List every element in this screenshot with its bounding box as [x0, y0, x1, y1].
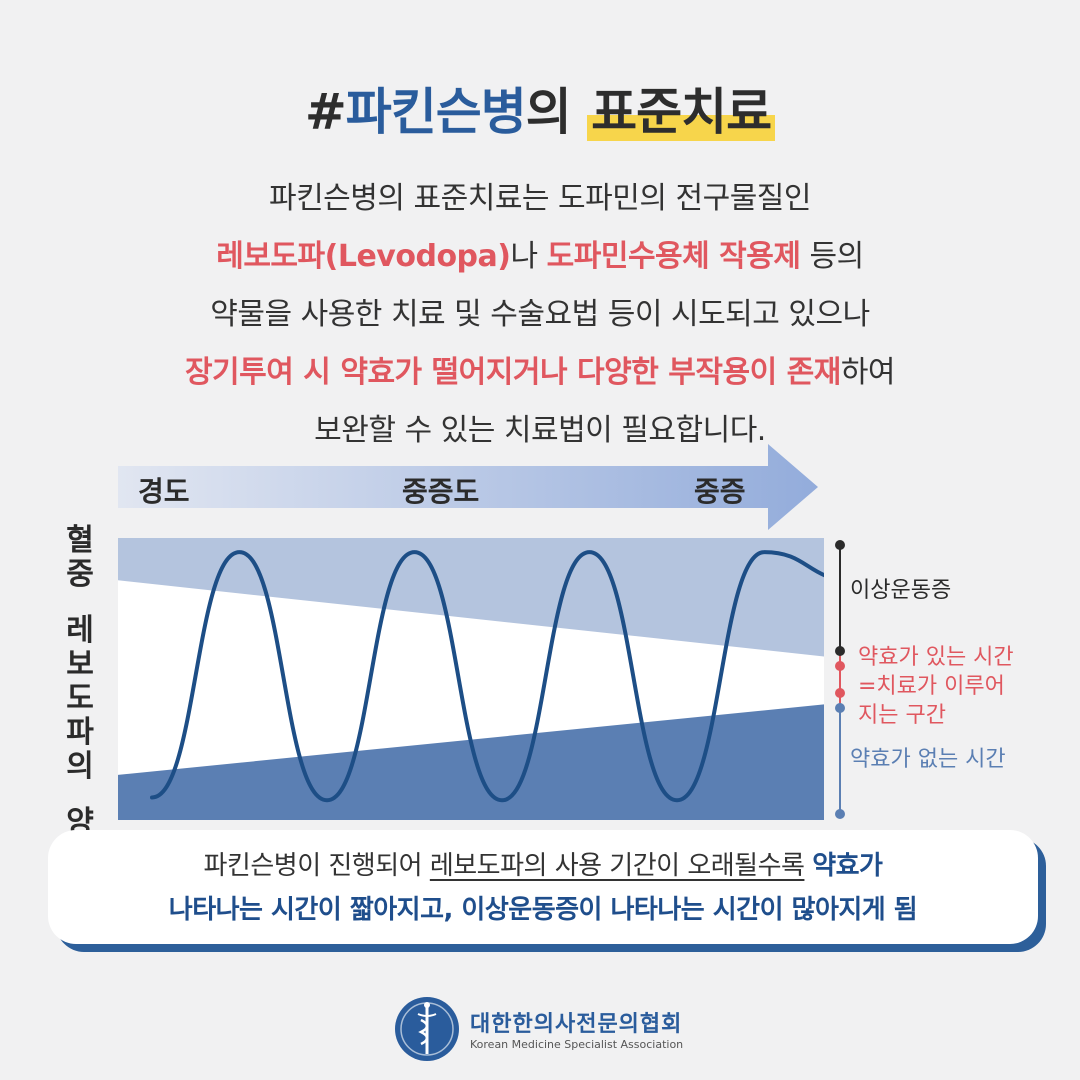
- legend-dot-red-1: [835, 661, 845, 671]
- summary-box: 파킨슨병이 진행되어 레보도파의 사용 기간이 오래될수록 약효가 나타나는 시…: [48, 830, 1038, 944]
- intro-line-2: 레보도파(Levodopa)나 도파민수용체 작용제 등의: [216, 239, 864, 274]
- association-subtitle: Korean Medicine Specialist Association: [470, 1038, 684, 1051]
- caduceus-icon: [395, 997, 459, 1061]
- y-axis-label-char: [60, 592, 100, 614]
- legend-ineffective: 약효가 없는 시간: [850, 747, 1006, 772]
- legend-dot-lower: [835, 703, 845, 713]
- legend-dot-bottom: [835, 809, 845, 819]
- zone-ineffective: [118, 704, 824, 820]
- intro-line-5: 보완할 수 있는 치료법이 필요합니다.: [314, 413, 766, 448]
- association-name: 대한한의사전문의협회: [470, 1012, 683, 1037]
- y-axis-label-char: [60, 784, 100, 806]
- legend-dot-upper: [835, 646, 845, 656]
- legend-effective-2: =치료가 이루어: [858, 674, 1005, 699]
- intro-line-4: 장기투여 시 약효가 떨어지거나 다양한 부작용이 존재하여: [184, 355, 896, 390]
- y-axis-label-char: 보: [66, 647, 94, 682]
- intro-line-1: 파킨슨병의 표준치료는 도파민의 전구물질인: [268, 181, 812, 216]
- levodopa-chart: [118, 538, 854, 820]
- y-axis-label-char: 중: [66, 557, 94, 592]
- summary-line-2: 나타나는 시간이 짧아지고, 이상운동증이 나타나는 시간이 많아지게 됨: [168, 895, 918, 925]
- chart-legend: 이상운동증 약효가 있는 시간 =치료가 이루어 지는 구간 약효가 없는 시간: [828, 530, 1068, 830]
- stage-severe: 중증: [694, 475, 746, 508]
- severity-arrow: 경도 중증도 중증: [118, 444, 818, 530]
- levodopa-level-line: [150, 550, 854, 803]
- intro-paragraph: 파킨슨병의 표준치료는 도파민의 전구물질인 레보도파(Levodopa)나 도…: [40, 170, 1040, 460]
- legend-effective-1: 약효가 있는 시간: [858, 645, 1014, 670]
- page-title: #파킨슨병의 표준치료: [0, 72, 1080, 144]
- stage-moderate: 중증도: [402, 475, 480, 508]
- legend-dot-red-2: [835, 688, 845, 698]
- y-axis-label-char: 혈: [66, 523, 94, 558]
- summary-line-1: 파킨슨병이 진행되어 레보도파의 사용 기간이 오래될수록 약효가: [203, 851, 883, 881]
- zone-dyskinesia: [118, 538, 824, 657]
- intro-line-3: 약물을 사용한 치료 및 수술요법 등이 시도되고 있으나: [210, 297, 870, 332]
- y-axis-label-char: 도: [66, 681, 94, 716]
- y-axis-label-char: 레: [66, 613, 94, 648]
- association-logo: 대한한의사전문의협회 Korean Medicine Specialist As…: [392, 994, 712, 1064]
- stage-mild: 경도: [138, 475, 190, 508]
- legend-dyskinesia: 이상운동증: [850, 578, 952, 603]
- legend-effective-3: 지는 구간: [858, 703, 946, 728]
- chart-svg: [118, 538, 854, 820]
- legend-dot-top: [835, 540, 845, 550]
- legend-scale: [835, 540, 845, 819]
- arrow-shape: [118, 444, 818, 530]
- y-axis-label-char: 파: [66, 715, 94, 750]
- y-axis-label-char: 의: [66, 749, 94, 784]
